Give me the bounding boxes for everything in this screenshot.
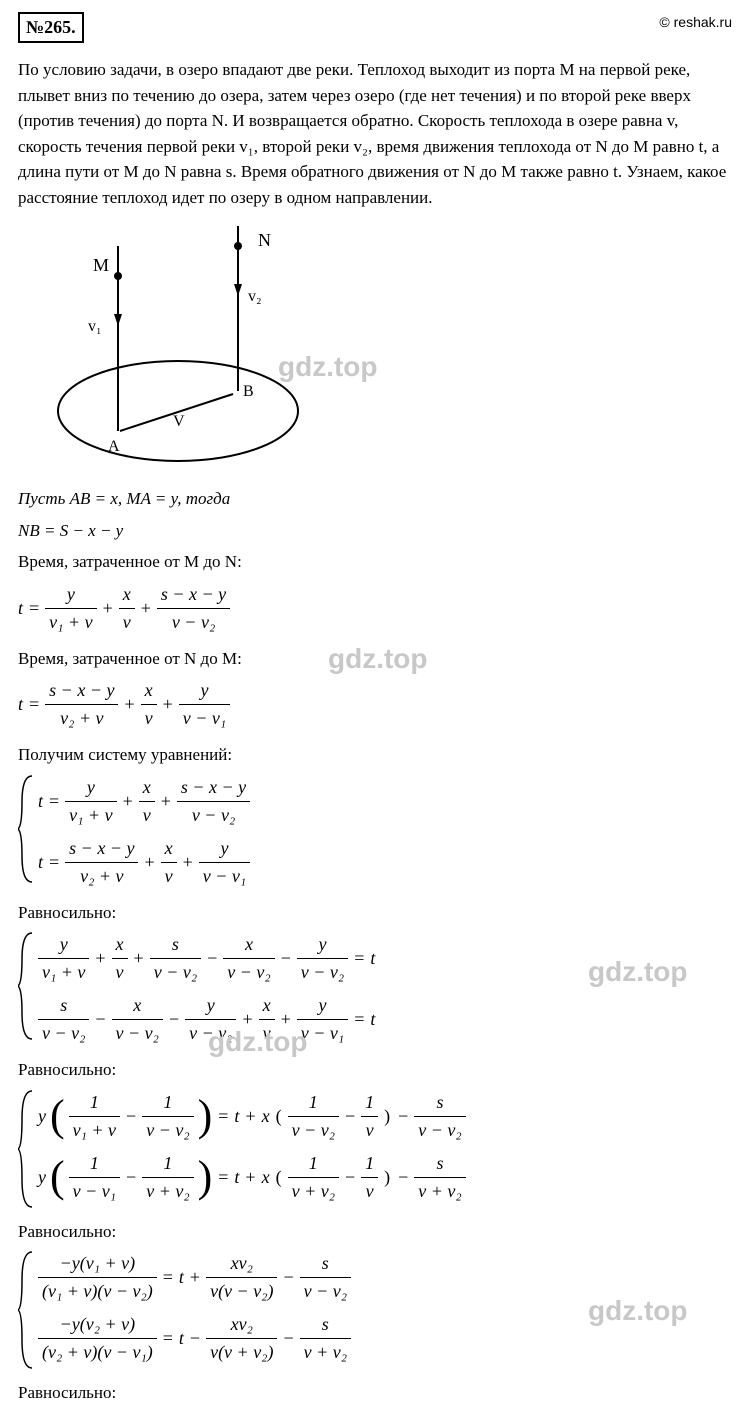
copyright: © reshak.ru [659,12,732,33]
equiv2: Равносильно: [18,1057,732,1083]
eq-t-nm: t= s − x − yv₂ + v + xv + yv − v₁ [18,677,732,732]
label-M: M [93,255,109,275]
time-nm: Время, затраченное от N до M: [18,646,732,672]
label-A: A [108,438,120,455]
equiv1: Равносильно: [18,900,732,926]
problem-number: №265. [18,12,84,43]
time-mn: Время, затраченное от М до N: [18,549,732,575]
label-B: B [243,383,254,400]
label-V: V [173,413,185,430]
label-v1: v₁ [88,318,102,335]
system-2: yv₁ + v + xv + sv − v₂ − xv − v₂ − yv − … [18,931,732,1047]
problem-text: По условию задачи, в озеро впадают две р… [18,57,732,210]
label-N: N [258,230,271,250]
nb-line: NB = S − x − y [18,518,732,544]
equiv4: Равносильно: [18,1380,732,1406]
equiv3: Равносильно: [18,1219,732,1245]
system-3: y ( 1v₁ + v − 1v − v₂ ) =t +x( 1v − v₂ −… [18,1089,732,1209]
label-v2: v₂ [248,288,262,305]
eq-t-mn: t= yv₁ + v + xv + s − x − yv − v₂ [18,581,732,636]
system-4: −y(v₁ + v)(v₁ + v)(v − v₂) =t + xv₂v(v −… [18,1250,732,1370]
system-1: t= yv₁ + v + xv + s − x − yv − v₂ t= s −… [18,774,732,890]
system-label: Получим систему уравнений: [18,742,732,768]
let-line: Пусть AB = x, MA = y, тогда [18,486,732,512]
diagram: M N v₁ v₂ A B V gdz.top [48,226,408,466]
